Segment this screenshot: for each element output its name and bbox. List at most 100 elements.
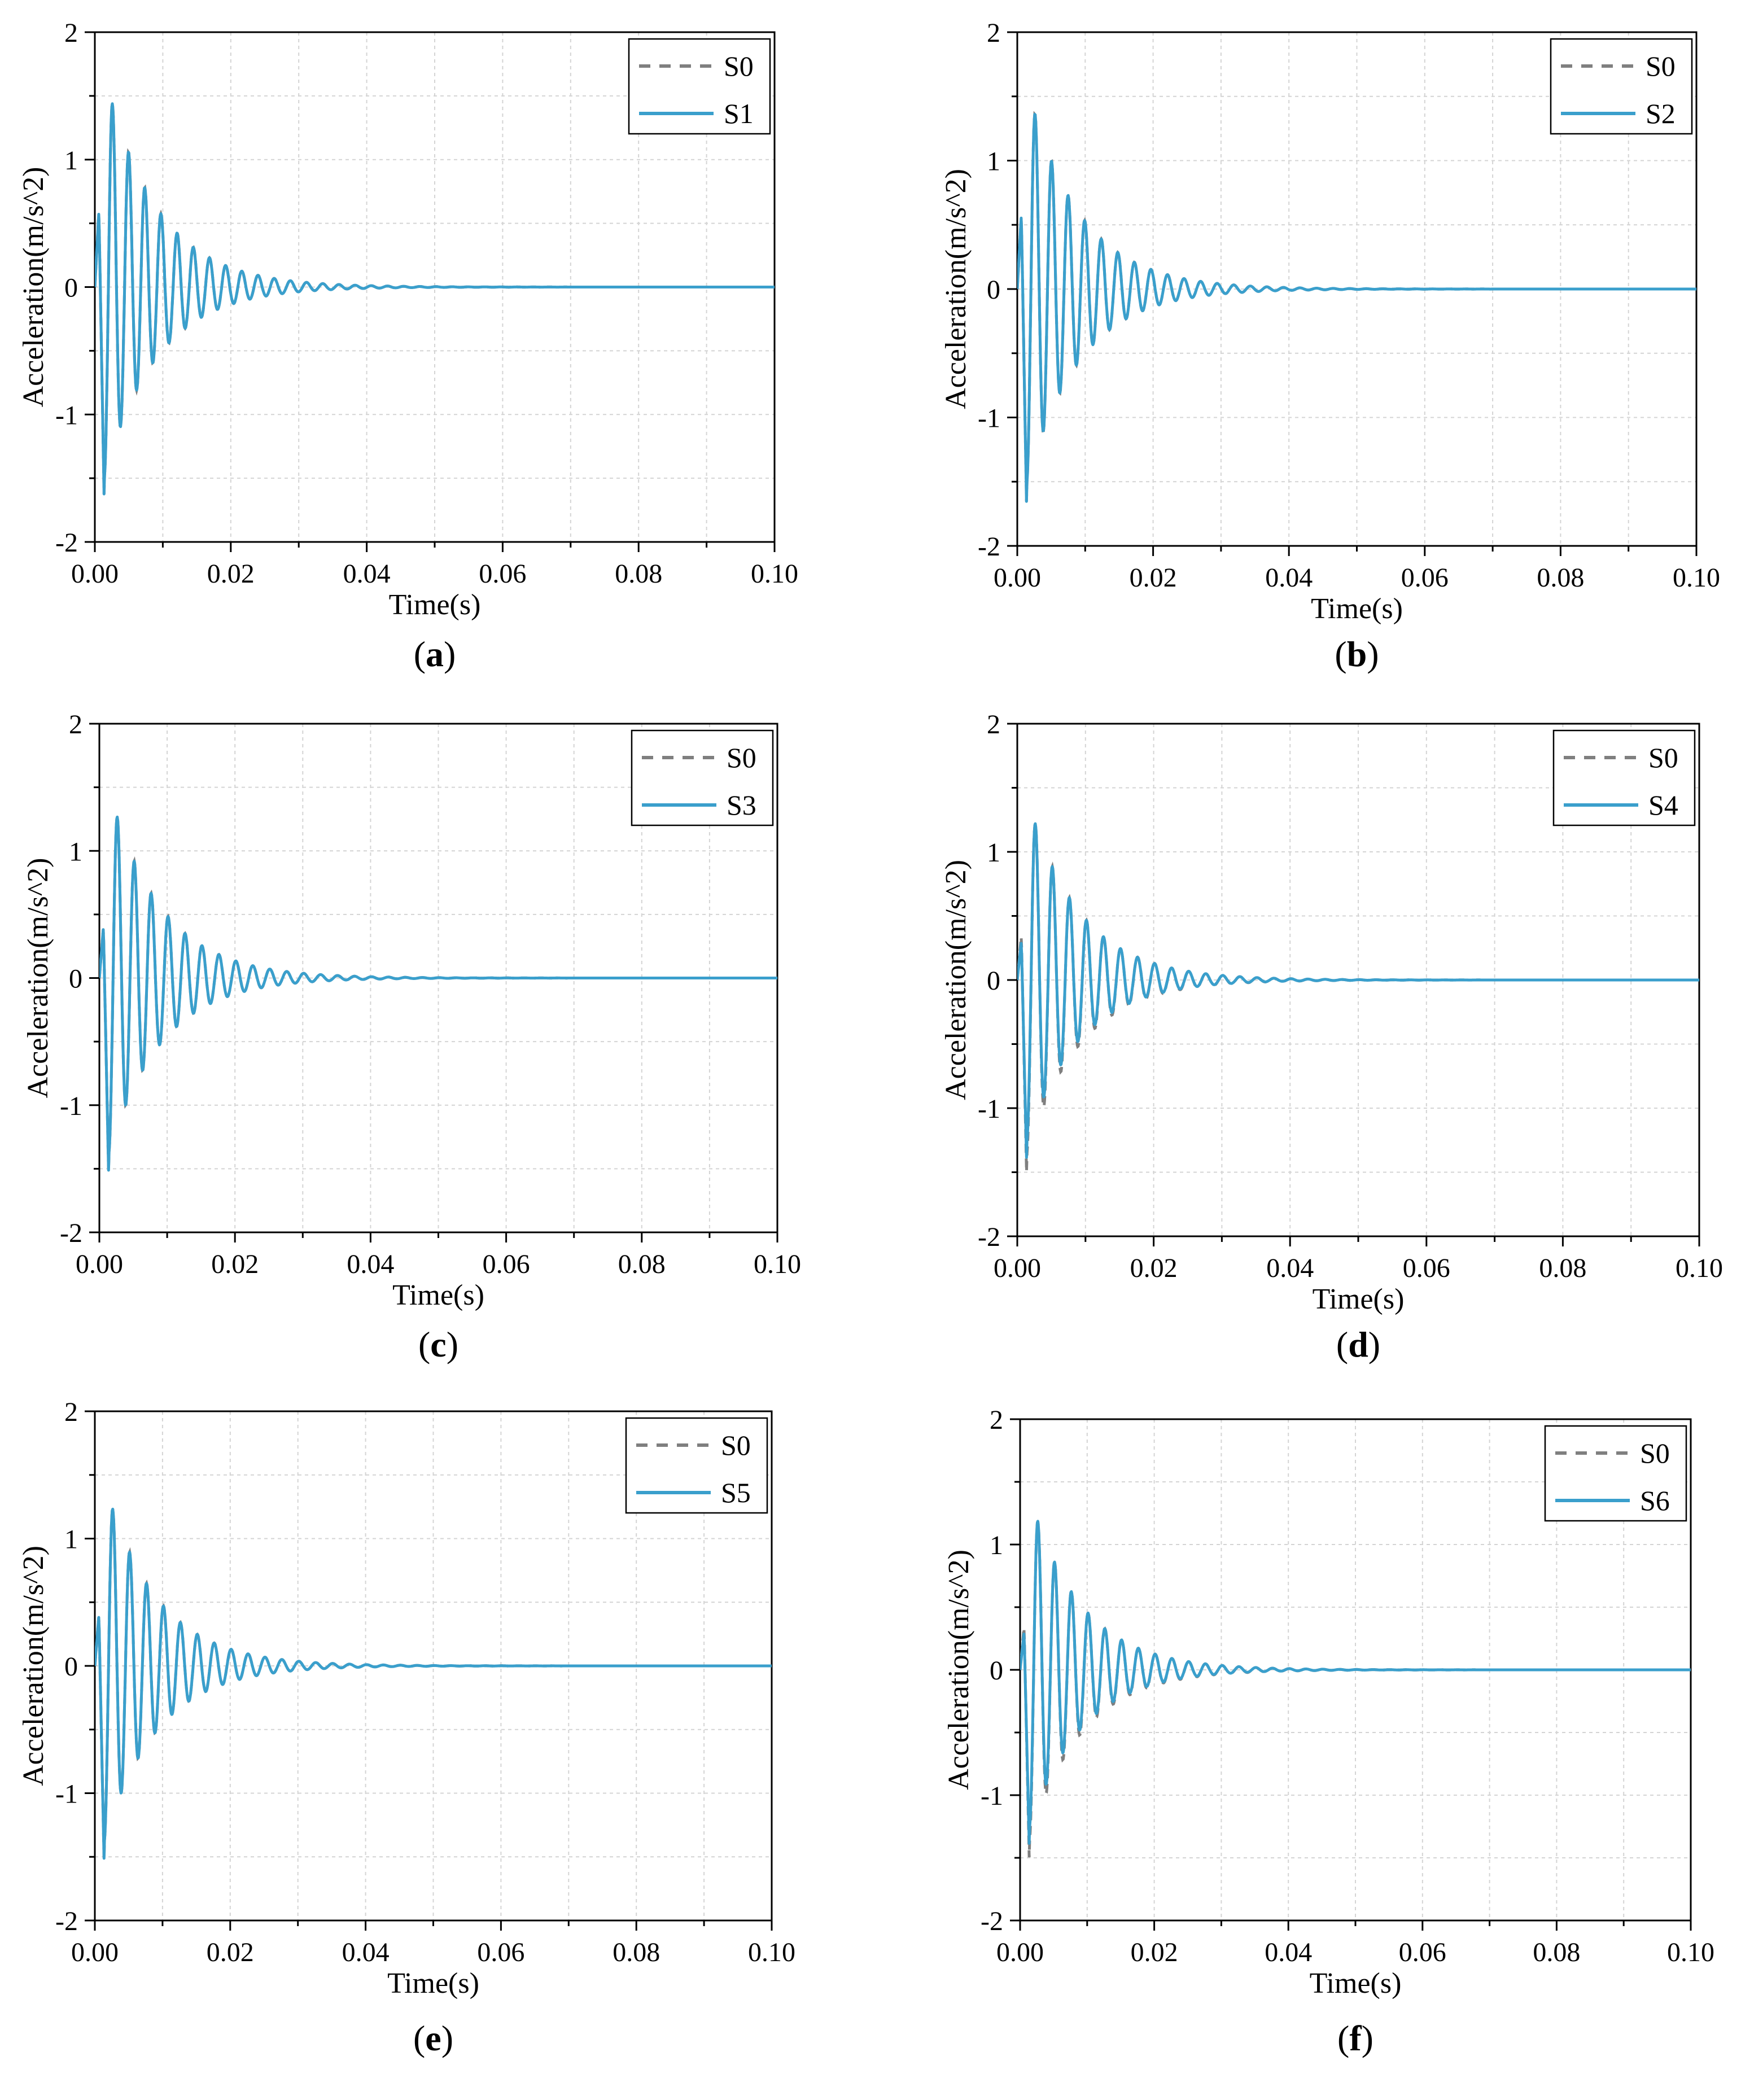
x-axis-label: Time(s) (387, 1967, 479, 2000)
legend-label-s5: S5 (721, 1477, 751, 1508)
y-tick-label: 1 (987, 147, 1000, 177)
y-tick-label: 2 (69, 710, 82, 740)
x-tick-label: 0.06 (1399, 1937, 1446, 1967)
panel-label-close: ) (441, 2018, 453, 2058)
x-tick-label: 0.02 (211, 1249, 259, 1279)
legend-label-s0: S0 (1648, 742, 1678, 773)
legend: S0 S6 (1544, 1425, 1687, 1522)
legend-box (1550, 38, 1693, 135)
x-tick-label: 0.08 (1533, 1937, 1580, 1967)
legend-label-s0: S0 (1640, 1437, 1670, 1469)
legend-label-s3: S3 (727, 789, 756, 821)
x-tick-label: 0.10 (751, 559, 798, 589)
panel-label-letter: d (1348, 1324, 1368, 1364)
x-tick-label: 0.04 (343, 559, 391, 589)
x-tick-label: 0.10 (1673, 563, 1720, 593)
y-tick-label: -1 (978, 1094, 1000, 1124)
x-tick-label: 0.04 (342, 1937, 390, 1967)
panel-label-close: ) (1362, 2018, 1373, 2058)
series-line-s0 (1017, 111, 1696, 502)
x-tick-label: 0.10 (754, 1249, 801, 1279)
legend: S0 S3 (631, 729, 774, 826)
panel-label-letter: a (426, 634, 444, 674)
y-tick-label: -1 (55, 1779, 78, 1809)
y-tick-label: -2 (978, 532, 1000, 562)
y-tick-label: -2 (981, 1906, 1003, 1936)
panel-label-open: ( (414, 634, 426, 674)
legend-label-s0: S0 (721, 1429, 751, 1461)
y-tick-label: 0 (990, 1656, 1003, 1686)
x-tick-label: 0.04 (347, 1249, 394, 1279)
y-tick-label: -1 (978, 404, 1000, 434)
chart-panel-e: 0.00 0.02 0.04 0.06 0.08 0.10 -2 -1 0 1 2 Time(s) Ac… (18, 1397, 795, 2058)
x-tick-label: 0.04 (1265, 563, 1313, 593)
legend-label-s0: S0 (1646, 50, 1676, 82)
x-tick-label: 0.08 (1539, 1253, 1586, 1283)
y-axis-label: Acceleration(m/s^2) (943, 1550, 975, 1790)
y-axis-label: Acceleration(m/s^2) (940, 169, 972, 409)
y-axis-label: Acceleration(m/s^2) (22, 858, 54, 1099)
y-tick-label: -1 (55, 400, 78, 430)
y-tick-label: 2 (987, 710, 1000, 740)
x-axis-label: Time(s) (1313, 1283, 1405, 1315)
x-tick-label: 0.00 (994, 563, 1041, 593)
series-line-s6 (1020, 1520, 1691, 1845)
chart-panel-b: 0.00 0.02 0.04 0.06 0.08 0.10 -2 -1 0 1 2 Time(s) Ac… (940, 18, 1720, 674)
panel-label-open: ( (1336, 1324, 1348, 1364)
x-tick-label: 0.06 (483, 1249, 530, 1279)
x-tick-label: 0.06 (479, 559, 526, 589)
y-tick-label: 0 (69, 964, 82, 994)
y-tick-label: -2 (60, 1218, 82, 1248)
x-axis-label: Time(s) (1310, 1967, 1402, 2000)
panel-label-close: ) (1368, 1324, 1380, 1364)
legend-box (1544, 1425, 1687, 1522)
x-axis-label: Time(s) (392, 1279, 484, 1311)
x-tick-label: 0.06 (1403, 1253, 1450, 1283)
series-line-s5 (95, 1507, 772, 1860)
panel-label: (c) (418, 1324, 458, 1364)
x-tick-label: 0.06 (1401, 563, 1449, 593)
x-tick-label: 0.02 (1131, 1937, 1178, 1967)
x-tick-label: 0.02 (207, 559, 255, 589)
legend: S0 S1 (628, 38, 771, 135)
chart-panel-d: 0.00 0.02 0.04 0.06 0.08 0.10 -2 -1 0 1 2 Time(s) Ac… (940, 710, 1723, 1364)
y-tick-label: 0 (64, 273, 78, 303)
series-line-s1 (95, 102, 775, 496)
x-tick-label: 0.00 (71, 1937, 119, 1967)
legend: S0 S4 (1552, 729, 1696, 826)
legend: S0 S5 (625, 1417, 768, 1514)
y-tick-label: 0 (987, 966, 1000, 996)
legend-label-s0: S0 (727, 742, 756, 773)
y-axis-label: Acceleration(m/s^2) (940, 860, 972, 1100)
panel-label: (f) (1337, 2018, 1373, 2058)
x-tick-label: 0.08 (618, 1249, 666, 1279)
x-tick-label: 0.02 (207, 1937, 254, 1967)
x-tick-label: 0.04 (1266, 1253, 1314, 1283)
x-tick-label: 0.02 (1130, 563, 1177, 593)
panel-label: (b) (1335, 634, 1379, 674)
x-axis-label: Time(s) (1311, 593, 1403, 625)
panel-label-close: ) (444, 634, 456, 674)
x-tick-label: 0.10 (1667, 1937, 1714, 1967)
y-tick-label: -2 (978, 1222, 1000, 1252)
y-tick-label: 0 (987, 275, 1000, 305)
legend-box (1552, 729, 1696, 826)
x-tick-label: 0.08 (613, 1937, 660, 1967)
legend-label-s4: S4 (1648, 789, 1678, 821)
y-tick-label: 2 (987, 18, 1000, 48)
x-tick-label: 0.10 (748, 1937, 795, 1967)
y-tick-label: -2 (55, 1906, 78, 1936)
y-tick-label: 1 (69, 837, 82, 867)
y-tick-label: 2 (64, 1397, 78, 1427)
x-tick-label: 0.08 (1537, 563, 1584, 593)
panel-label-close: ) (1367, 634, 1379, 674)
y-axis-label: Acceleration(m/s^2) (18, 167, 50, 408)
panel-label: (d) (1336, 1324, 1380, 1364)
x-tick-label: 0.00 (76, 1249, 123, 1279)
chart-panel-a: 0.00 0.02 0.04 0.06 0.08 0.10 -2 -1 0 1 2 Time(s) Ac… (18, 18, 798, 674)
x-tick-label: 0.04 (1265, 1937, 1312, 1967)
series-line-s4 (1017, 822, 1699, 1159)
y-tick-label: 0 (64, 1652, 78, 1682)
chart-panel-f: 0.00 0.02 0.04 0.06 0.08 0.10 -2 -1 0 1 2 Time(s) Ac… (943, 1405, 1714, 2058)
